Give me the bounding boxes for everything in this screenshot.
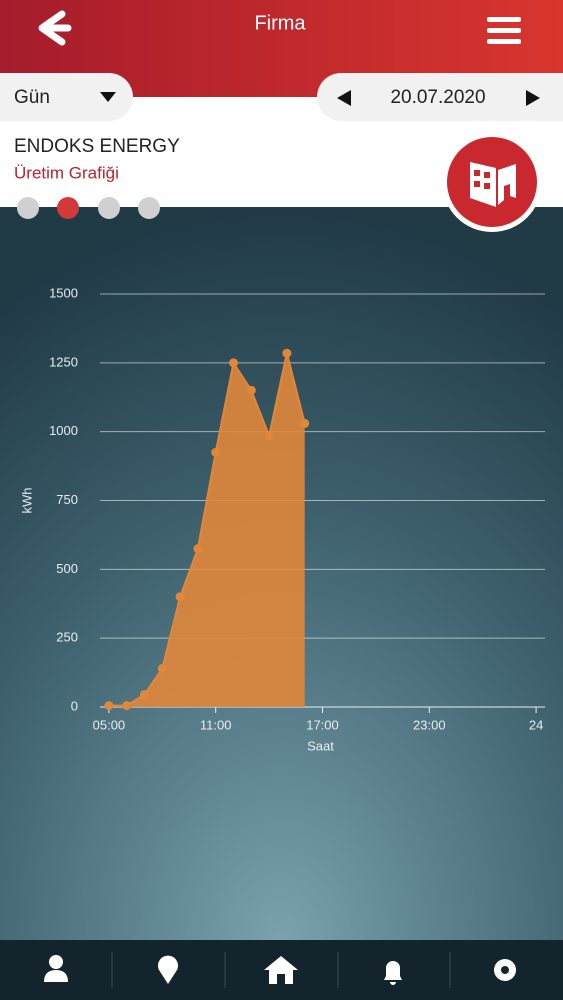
- x-axis-label: Saat: [307, 738, 334, 753]
- page-dot[interactable]: [98, 197, 120, 219]
- point: [157, 663, 167, 673]
- point: [193, 544, 203, 554]
- y-axis-label: kWh: [19, 488, 34, 514]
- header-title: Firma: [254, 12, 306, 34]
- date-picker: [317, 73, 563, 121]
- date-label: 20.07.2020: [390, 87, 485, 108]
- point: [211, 447, 221, 457]
- point: [104, 701, 114, 711]
- point: [140, 690, 149, 700]
- company-name: ENDOKS ENERGY: [14, 136, 180, 157]
- prev-date[interactable]: [337, 90, 351, 106]
- back-button[interactable]: [38, 10, 72, 46]
- y-tick-label: 500: [56, 561, 78, 576]
- page-dots: [17, 197, 160, 219]
- page-dot[interactable]: [138, 197, 160, 219]
- point: [122, 701, 132, 711]
- nav-settings[interactable]: [494, 959, 516, 981]
- x-tick-label: 24: [529, 717, 543, 732]
- point: [246, 385, 256, 395]
- point: [264, 431, 274, 441]
- nav-location[interactable]: [158, 955, 178, 984]
- page-dot[interactable]: [17, 197, 39, 219]
- y-tick-label: 1250: [49, 354, 78, 369]
- point: [175, 592, 185, 602]
- x-tick-label: 23:00: [413, 717, 446, 732]
- company-subtitle: Üretim Grafiği: [14, 163, 119, 182]
- y-tick-label: 750: [56, 492, 78, 507]
- period-dropdown[interactable]: [0, 73, 133, 121]
- dropdown-arrow: [100, 92, 116, 102]
- period-label: Gün: [14, 87, 50, 108]
- next-date[interactable]: [526, 90, 540, 106]
- point: [300, 418, 310, 428]
- x-tick-label: 11:00: [200, 717, 232, 732]
- x-tick-label: 05:00: [93, 717, 126, 732]
- point: [282, 348, 292, 358]
- page-dot[interactable]: [57, 197, 79, 219]
- y-tick-label: 250: [56, 630, 78, 645]
- nav-profile[interactable]: [44, 955, 68, 982]
- nav-notifications[interactable]: [384, 961, 402, 985]
- x-tick-label: 17:00: [306, 717, 339, 732]
- point: [229, 358, 238, 368]
- menu-button[interactable]: [487, 17, 521, 44]
- area: [108, 353, 305, 707]
- y-tick-label: 1000: [49, 423, 78, 438]
- nav-home[interactable]: [264, 956, 298, 984]
- y-tick-label: 0: [71, 698, 78, 713]
- y-tick-label: 1500: [49, 285, 78, 300]
